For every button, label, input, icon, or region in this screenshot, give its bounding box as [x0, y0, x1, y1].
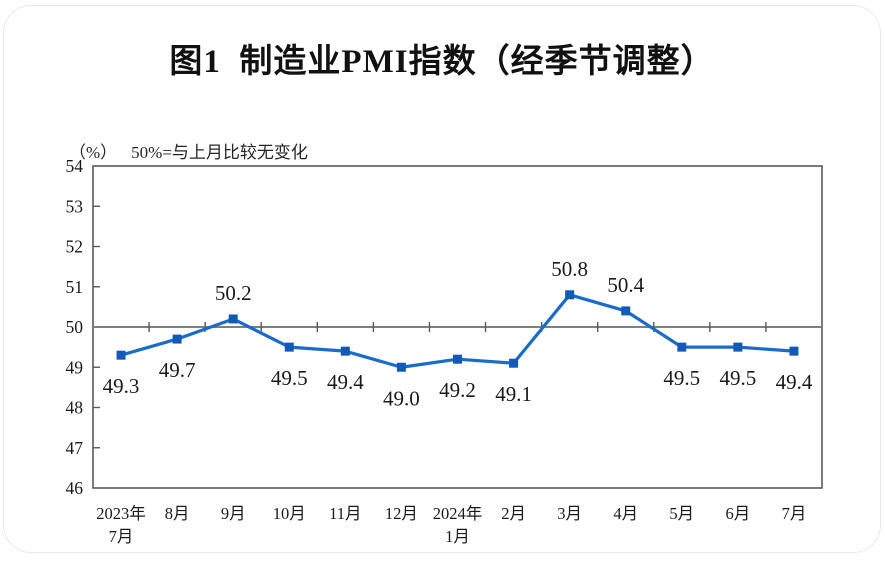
data-point-marker: [565, 290, 575, 300]
data-point-marker: [621, 306, 631, 316]
y-axis-label: 54: [66, 156, 84, 176]
pmi-line-chart: 46 47 48 49 50 51 52 53 54 49.3 49.7 50.2 49.5 49.4 49…: [66, 156, 823, 546]
x-axis-label: 8月: [165, 504, 190, 523]
data-point-label: 50.4: [607, 273, 644, 297]
data-point-label: 49.0: [383, 386, 420, 410]
data-point-label: 49.3: [103, 374, 140, 398]
data-point-marker: [284, 342, 294, 352]
chart-subtitle: （%） 50%=与上月比较无变化: [52, 118, 308, 183]
x-axis-label: 10月: [273, 504, 306, 523]
y-axis-label: 47: [66, 438, 84, 458]
data-point-label: 50.8: [551, 257, 588, 281]
data-point-marker: [116, 350, 126, 360]
x-axis-label: 2024年 1月: [433, 504, 483, 546]
data-point-marker: [340, 346, 350, 356]
x-axis-label: 2023年 7月: [96, 504, 146, 546]
x-axis-label: 12月: [385, 504, 418, 523]
data-point-marker: [789, 346, 799, 356]
data-point-label: 49.1: [495, 382, 532, 406]
x-axis-label: 11月: [329, 504, 361, 523]
data-point-marker: [228, 314, 238, 324]
x-axis-label: 3月: [557, 504, 582, 523]
page-card: 图1 制造业PMI指数（经季节调整） （%） 50%=与上月比较无变化 46 47 4…: [3, 5, 881, 553]
data-point-label: 49.5: [271, 366, 308, 390]
data-point-label: 49.5: [720, 366, 757, 390]
x-axis-label: 2月: [501, 504, 526, 523]
data-point-marker: [396, 362, 406, 372]
y-axis-unit-label: （%）: [69, 143, 118, 162]
data-point-label: 49.2: [439, 378, 476, 402]
chart-title: 图1 制造业PMI指数（经季节调整）: [169, 44, 715, 80]
y-axis-label: 53: [66, 196, 84, 216]
data-point-marker: [733, 342, 743, 352]
data-point-label: 49.5: [663, 366, 700, 390]
y-axis-label: 46: [66, 478, 84, 498]
data-point-label: 49.7: [159, 358, 196, 382]
x-axis-label: 9月: [221, 504, 246, 523]
x-axis-label: 4月: [613, 504, 638, 523]
data-point-marker: [172, 334, 182, 344]
data-point-label: 49.4: [776, 370, 813, 394]
data-point-marker: [509, 358, 519, 368]
data-point-marker: [453, 354, 462, 364]
y-axis-label: 50: [66, 317, 84, 337]
y-axis-label: 51: [66, 277, 84, 297]
x-axis-label: 7月: [782, 504, 807, 523]
y-axis-label: 48: [66, 398, 84, 418]
y-axis-label: 49: [66, 357, 84, 377]
data-point-label: 50.2: [215, 281, 252, 305]
x-axis-label: 6月: [726, 504, 751, 523]
data-point-marker: [677, 342, 687, 352]
reference-note: 50%=与上月比较无变化: [131, 143, 308, 162]
y-axis-label: 52: [66, 237, 84, 257]
x-axis-label: 5月: [669, 504, 694, 523]
data-point-label: 49.4: [327, 370, 364, 394]
